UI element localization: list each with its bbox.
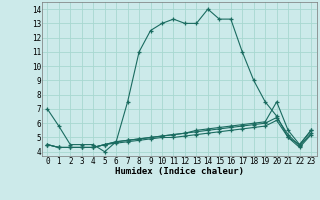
X-axis label: Humidex (Indice chaleur): Humidex (Indice chaleur) [115,167,244,176]
